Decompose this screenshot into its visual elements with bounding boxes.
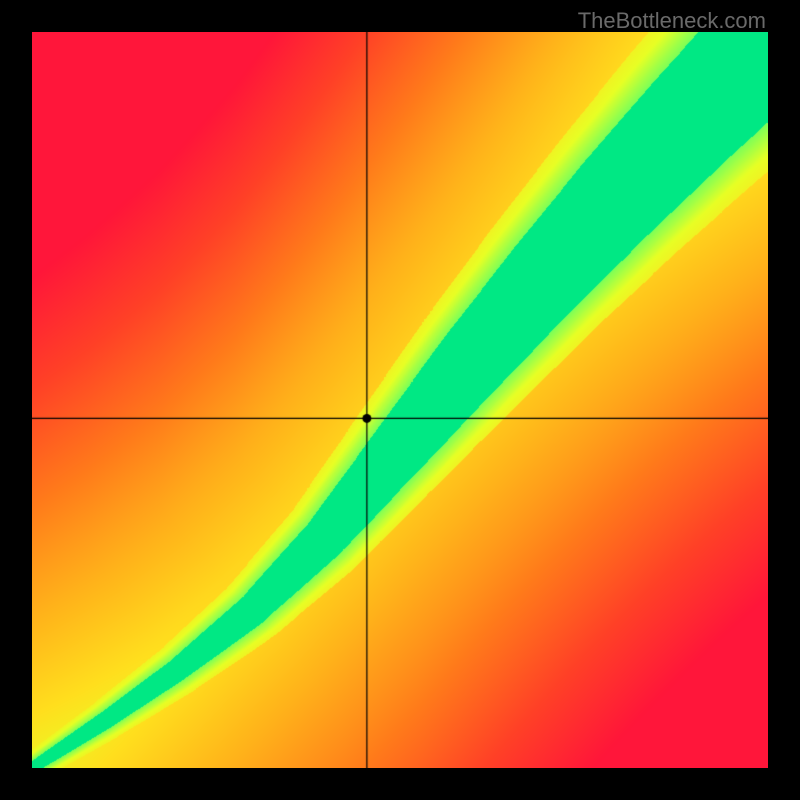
watermark-text: TheBottleneck.com: [578, 8, 766, 34]
chart-container: TheBottleneck.com: [0, 0, 800, 800]
bottleneck-heatmap: [32, 32, 768, 768]
